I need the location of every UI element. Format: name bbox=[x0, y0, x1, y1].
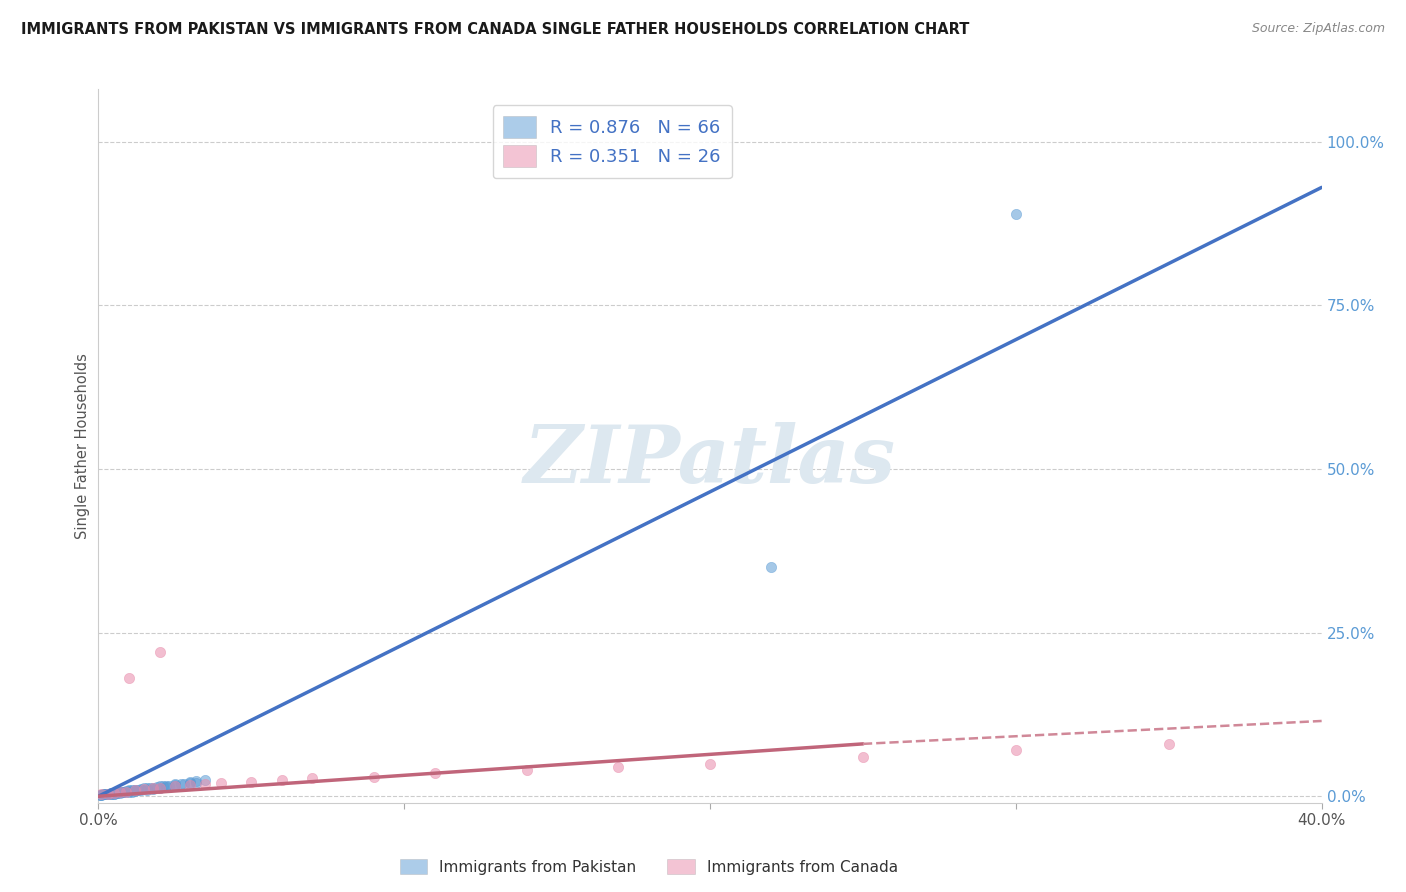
Point bbox=[149, 780, 172, 795]
Point bbox=[423, 766, 446, 780]
Point bbox=[93, 787, 115, 801]
Point bbox=[129, 783, 152, 797]
Point bbox=[136, 781, 159, 796]
Point bbox=[93, 787, 115, 801]
Point bbox=[209, 776, 232, 790]
Point bbox=[105, 786, 128, 800]
Point bbox=[118, 784, 141, 798]
Point bbox=[240, 775, 263, 789]
Point bbox=[149, 645, 172, 659]
Point bbox=[607, 760, 630, 774]
Point bbox=[134, 782, 156, 797]
Point bbox=[142, 782, 165, 797]
Point bbox=[118, 785, 141, 799]
Point bbox=[121, 783, 143, 797]
Point bbox=[170, 777, 193, 791]
Point bbox=[179, 775, 201, 789]
Point bbox=[142, 781, 165, 796]
Point bbox=[108, 785, 131, 799]
Point bbox=[91, 787, 114, 801]
Point bbox=[103, 786, 125, 800]
Point bbox=[155, 779, 177, 793]
Point bbox=[127, 782, 149, 797]
Point bbox=[759, 560, 782, 574]
Point bbox=[118, 783, 141, 797]
Point bbox=[89, 788, 111, 802]
Point bbox=[121, 785, 143, 799]
Point bbox=[100, 787, 122, 801]
Point bbox=[103, 787, 125, 801]
Point bbox=[124, 783, 146, 797]
Point bbox=[100, 786, 122, 800]
Point bbox=[97, 787, 120, 801]
Point bbox=[100, 786, 122, 800]
Text: IMMIGRANTS FROM PAKISTAN VS IMMIGRANTS FROM CANADA SINGLE FATHER HOUSEHOLDS CORR: IMMIGRANTS FROM PAKISTAN VS IMMIGRANTS F… bbox=[21, 22, 970, 37]
Point bbox=[129, 782, 152, 797]
Point bbox=[270, 772, 292, 787]
Text: Source: ZipAtlas.com: Source: ZipAtlas.com bbox=[1251, 22, 1385, 36]
Point bbox=[93, 787, 115, 801]
Point bbox=[103, 786, 125, 800]
Point bbox=[108, 785, 131, 799]
Point bbox=[1157, 737, 1180, 751]
Point bbox=[179, 778, 201, 792]
Point bbox=[124, 784, 146, 798]
Point bbox=[194, 777, 217, 791]
Point bbox=[115, 785, 138, 799]
Point bbox=[173, 777, 195, 791]
Point bbox=[852, 750, 875, 764]
Point bbox=[115, 785, 138, 799]
Point bbox=[163, 777, 186, 791]
Point bbox=[108, 786, 131, 800]
Point bbox=[105, 785, 128, 799]
Point bbox=[363, 770, 385, 784]
Point bbox=[136, 782, 159, 797]
Y-axis label: Single Father Households: Single Father Households bbox=[75, 353, 90, 539]
Point bbox=[118, 672, 141, 686]
Point bbox=[93, 787, 115, 801]
Point bbox=[97, 787, 120, 801]
Point bbox=[124, 782, 146, 797]
Point bbox=[142, 780, 165, 795]
Point bbox=[111, 785, 134, 799]
Point bbox=[149, 780, 172, 795]
Point bbox=[145, 780, 167, 794]
Point bbox=[186, 774, 208, 789]
Point bbox=[97, 787, 120, 801]
Point bbox=[105, 786, 128, 800]
Point bbox=[1004, 206, 1026, 220]
Point bbox=[97, 787, 120, 801]
Point bbox=[699, 756, 721, 771]
Point bbox=[111, 785, 134, 799]
Text: ZIPatlas: ZIPatlas bbox=[524, 422, 896, 499]
Point bbox=[139, 780, 162, 795]
Point bbox=[90, 787, 112, 801]
Point bbox=[186, 775, 208, 789]
Point bbox=[163, 779, 186, 793]
Point bbox=[108, 785, 131, 799]
Point bbox=[134, 781, 156, 796]
Point bbox=[163, 778, 186, 792]
Point bbox=[155, 780, 177, 794]
Point bbox=[516, 763, 538, 777]
Point bbox=[1004, 743, 1026, 757]
Point bbox=[111, 785, 134, 799]
Point bbox=[152, 780, 174, 794]
Point bbox=[90, 788, 112, 802]
Legend: Immigrants from Pakistan, Immigrants from Canada: Immigrants from Pakistan, Immigrants fro… bbox=[394, 853, 904, 880]
Point bbox=[163, 779, 186, 793]
Point bbox=[124, 782, 146, 797]
Point bbox=[301, 771, 323, 785]
Point bbox=[194, 772, 217, 787]
Point bbox=[115, 784, 138, 798]
Point bbox=[149, 780, 172, 794]
Point bbox=[90, 788, 112, 802]
Point bbox=[157, 779, 180, 793]
Point bbox=[100, 787, 122, 801]
Point bbox=[179, 775, 201, 789]
Point bbox=[103, 787, 125, 801]
Point bbox=[108, 785, 131, 799]
